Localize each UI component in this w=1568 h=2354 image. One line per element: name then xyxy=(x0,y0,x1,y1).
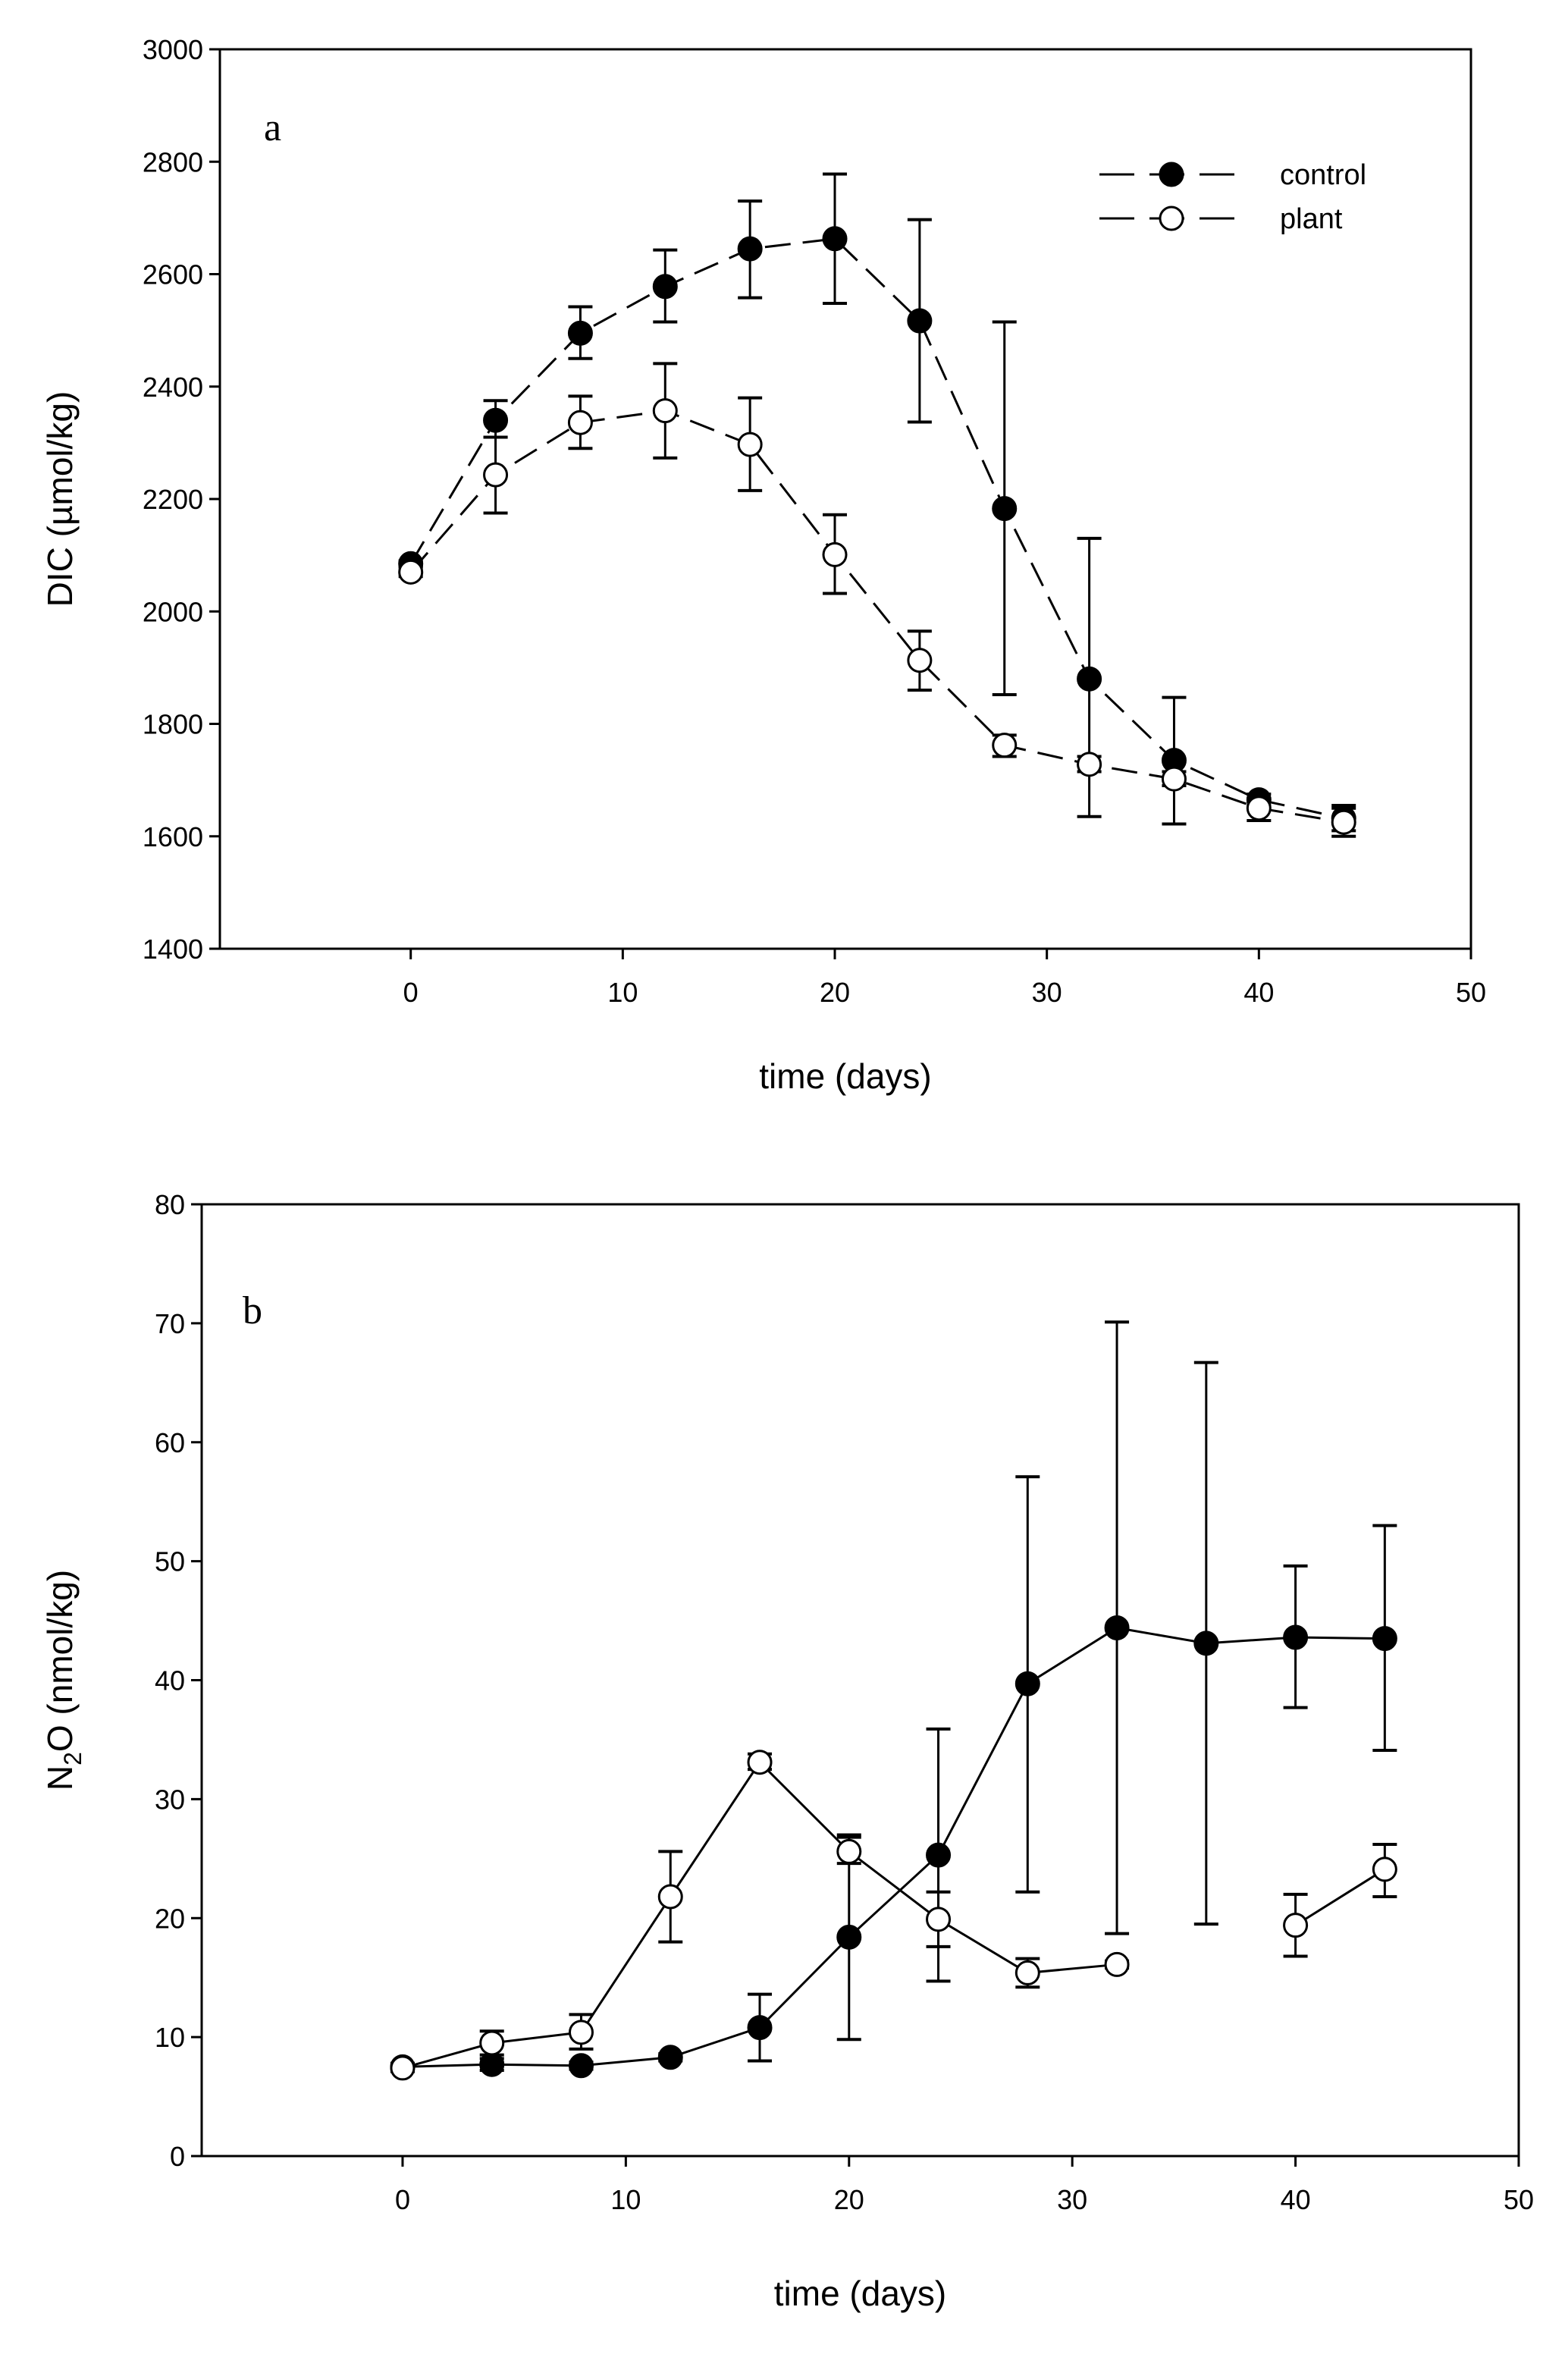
panel-label: a xyxy=(264,106,281,149)
data-point-control xyxy=(652,274,678,300)
x-tick-label: 50 xyxy=(1504,2184,1534,2215)
data-point-plant xyxy=(1331,809,1356,835)
data-point-plant xyxy=(568,2020,594,2045)
chart-panel-a: 0 10 20 30 40 50 1400 1600 1800 2000 2200 2400 2600 2… xyxy=(40,34,1486,1096)
legend-label-control: control xyxy=(1280,159,1366,191)
y-tick-label: 10 xyxy=(155,2022,185,2053)
y-tick-label: 2800 xyxy=(143,146,203,177)
data-point-plant xyxy=(652,398,678,424)
y-label-main: N xyxy=(40,1766,80,1791)
data-point-plant xyxy=(390,2055,416,2081)
x-tick-label: 0 xyxy=(395,2184,410,2215)
y-tick-label: 2200 xyxy=(143,484,203,515)
x-tick-label: 40 xyxy=(1281,2184,1311,2215)
data-point-plant xyxy=(1014,1960,1040,1985)
data-point-control xyxy=(1077,666,1102,692)
x-tick-label: 20 xyxy=(820,977,850,1008)
data-point-plant xyxy=(1283,1913,1309,1938)
series-plant xyxy=(398,362,1356,838)
data-point-control xyxy=(1014,1671,1040,1696)
y-tick-label: 2400 xyxy=(143,372,203,403)
y-tick-label: 80 xyxy=(155,1189,185,1220)
x-tick-label: 50 xyxy=(1456,977,1486,1008)
data-point-plant xyxy=(992,733,1018,758)
data-point-plant xyxy=(926,1907,952,1932)
x-tick-label: 10 xyxy=(610,2184,641,2215)
y-tick-label: 1600 xyxy=(143,821,203,852)
data-point-control xyxy=(1283,1624,1309,1650)
y-tick-label: 20 xyxy=(155,1903,185,1934)
x-tick-label: 10 xyxy=(607,977,638,1008)
data-point-plant xyxy=(483,462,509,488)
data-point-control xyxy=(1372,1626,1397,1652)
y-tick-label: 0 xyxy=(170,2141,185,2172)
x-tick-label: 30 xyxy=(1032,977,1062,1008)
y-tick-label: 2600 xyxy=(143,259,203,290)
y-tick-label: 40 xyxy=(155,1665,185,1696)
data-point-plant xyxy=(567,410,593,435)
series-line-control xyxy=(409,237,1344,820)
x-axis-label: time (days) xyxy=(774,2274,946,2313)
x-axis-label: time (days) xyxy=(759,1056,931,1096)
data-point-control xyxy=(992,496,1018,522)
data-point-plant xyxy=(479,2030,505,2056)
y-tick-label: 3000 xyxy=(143,34,203,65)
chart-panel-b: 0 10 20 30 40 50 0 10 20 30 40 50 60 70 80 time (days) N… xyxy=(40,1189,1534,2313)
data-point-plant xyxy=(1104,1951,1130,1977)
data-point-plant xyxy=(836,1838,862,1864)
data-point-plant xyxy=(747,1750,773,1775)
data-point-plant xyxy=(657,1884,683,1910)
data-point-control xyxy=(657,2045,683,2070)
data-point-control xyxy=(907,308,933,334)
data-point-control xyxy=(568,2053,594,2079)
data-point-control xyxy=(926,1842,952,1868)
series-line-control xyxy=(402,1626,1385,2068)
series-control xyxy=(390,1320,1397,2079)
y-label-rest: O (nmol/kg) xyxy=(40,1570,80,1752)
legend-marker-plant xyxy=(1159,206,1184,231)
y-tick-label: 1800 xyxy=(143,709,203,740)
data-point-plant xyxy=(1246,796,1272,821)
data-point-control xyxy=(1104,1615,1130,1640)
data-point-control xyxy=(737,236,763,262)
y-axis-label: N2O (nmol/kg) xyxy=(40,1570,86,1791)
data-point-control xyxy=(1193,1631,1219,1656)
y-axis-label: DIC (µmol/kg) xyxy=(40,391,80,607)
data-point-plant xyxy=(1161,766,1187,792)
data-point-plant xyxy=(737,432,763,457)
y-tick-label: 50 xyxy=(155,1546,185,1577)
data-point-plant xyxy=(907,648,933,673)
series-line-plant xyxy=(1294,1868,1386,1926)
data-point-control xyxy=(747,2015,773,2041)
data-point-control xyxy=(836,1924,862,1950)
x-tick-label: 30 xyxy=(1057,2184,1087,2215)
y-tick-label: 60 xyxy=(155,1427,185,1458)
x-tick-label: 20 xyxy=(834,2184,864,2215)
x-tick-label: 0 xyxy=(403,977,419,1008)
series-line-plant xyxy=(409,410,1344,824)
data-point-plant xyxy=(822,541,848,567)
data-point-plant xyxy=(1372,1857,1397,1882)
data-point-control xyxy=(483,407,509,433)
series-plant xyxy=(390,1750,1397,2081)
data-point-plant xyxy=(1077,752,1102,777)
y-tick-label: 70 xyxy=(155,1308,185,1339)
y-tick-label: 30 xyxy=(155,1784,185,1815)
plot-frame xyxy=(200,1203,1520,2158)
series-control xyxy=(398,172,1356,833)
y-tick-label: 1400 xyxy=(143,934,203,965)
legend-label-plant: plant xyxy=(1280,203,1343,235)
y-label-subscript: 2 xyxy=(59,1752,86,1766)
data-point-control xyxy=(567,320,593,346)
data-point-plant xyxy=(398,559,424,585)
panel-label: b xyxy=(243,1289,262,1332)
data-point-control xyxy=(822,226,848,252)
data-point-control xyxy=(479,2051,505,2077)
y-tick-label: 2000 xyxy=(143,596,203,627)
x-tick-label: 40 xyxy=(1243,977,1274,1008)
legend-marker-control xyxy=(1159,162,1184,187)
